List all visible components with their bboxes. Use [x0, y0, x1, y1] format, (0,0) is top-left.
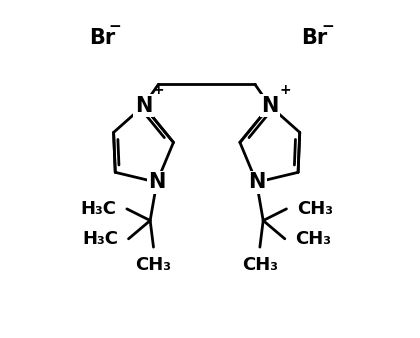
Text: H₃C: H₃C [82, 230, 118, 248]
Text: Br: Br [89, 28, 115, 48]
Text: H₃C: H₃C [80, 200, 116, 218]
Text: N: N [148, 172, 165, 192]
Text: −: − [322, 19, 334, 34]
Text: CH₃: CH₃ [136, 256, 171, 274]
Text: N: N [135, 96, 152, 116]
Text: N: N [248, 172, 265, 192]
Text: CH₃: CH₃ [297, 200, 333, 218]
Text: CH₃: CH₃ [295, 230, 331, 248]
Text: Br: Br [302, 28, 328, 48]
Text: N: N [261, 96, 278, 116]
Text: −: − [109, 19, 122, 34]
Text: +: + [279, 83, 291, 97]
Text: CH₃: CH₃ [242, 256, 278, 274]
Text: +: + [153, 83, 165, 97]
